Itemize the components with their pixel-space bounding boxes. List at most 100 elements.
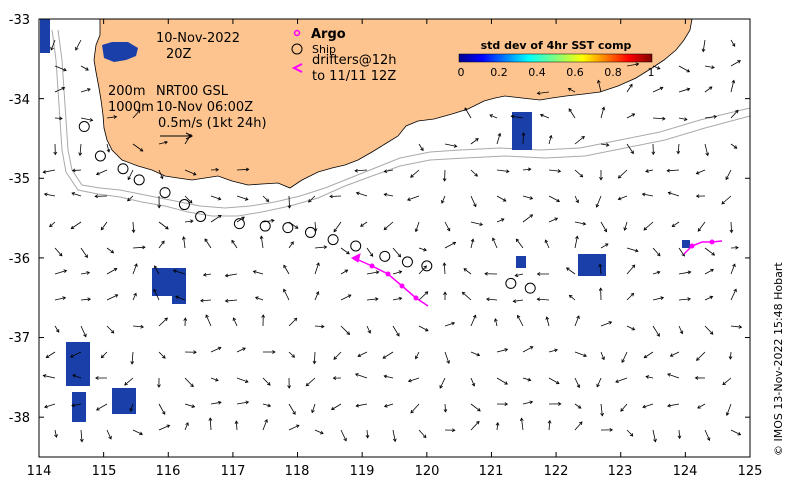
velocity-arrow bbox=[205, 314, 212, 327]
velocity-arrowhead bbox=[529, 400, 534, 405]
velocity-arrowhead bbox=[519, 417, 524, 422]
velocity-arrowhead bbox=[495, 422, 500, 426]
velocity-arrowhead bbox=[95, 171, 100, 176]
velocity-arrowhead bbox=[208, 417, 213, 421]
velocity-arrowhead bbox=[479, 222, 484, 227]
velocity-arrow bbox=[444, 351, 450, 364]
velocity-arrowhead bbox=[267, 382, 271, 386]
velocity-arrowhead bbox=[231, 239, 235, 244]
velocity-arrowhead bbox=[629, 83, 633, 88]
velocity-arrowhead bbox=[127, 176, 132, 181]
velocity-arrowhead bbox=[491, 237, 496, 242]
velocity-arrowhead bbox=[477, 408, 481, 412]
velocity-arrow bbox=[725, 169, 732, 180]
ship-position-marker bbox=[233, 218, 245, 230]
ship-position-marker bbox=[195, 210, 207, 222]
velocity-arrowhead bbox=[383, 192, 388, 197]
velocity-arrowhead bbox=[423, 265, 427, 270]
velocity-arrowhead bbox=[100, 354, 105, 359]
velocity-arrow bbox=[410, 169, 420, 178]
velocity-arrow bbox=[132, 325, 144, 328]
velocity-arrowhead bbox=[630, 150, 634, 155]
velocity-arrow bbox=[730, 110, 739, 119]
velocity-arrow bbox=[235, 421, 238, 431]
velocity-arrow bbox=[726, 403, 732, 416]
velocity-arrow bbox=[522, 132, 524, 145]
velocity-arrowhead bbox=[283, 264, 287, 269]
velocity-arrowhead bbox=[721, 200, 725, 205]
velocity-arrowhead bbox=[656, 66, 661, 70]
velocity-arrowhead bbox=[686, 68, 691, 73]
velocity-arrow bbox=[340, 269, 348, 275]
velocity-arrowhead bbox=[529, 346, 534, 350]
velocity-arrowhead bbox=[596, 79, 601, 84]
velocity-arrowhead bbox=[738, 325, 743, 329]
velocity-arrowhead bbox=[139, 431, 143, 436]
velocity-arrow bbox=[704, 86, 713, 93]
velocity-arrow bbox=[730, 80, 735, 93]
velocity-arrow bbox=[697, 403, 706, 409]
velocity-arrow bbox=[72, 374, 82, 379]
velocity-arrowhead bbox=[599, 177, 603, 181]
velocity-arrowhead bbox=[316, 262, 320, 267]
velocity-arrowhead bbox=[217, 196, 222, 201]
velocity-arrowhead bbox=[161, 240, 165, 245]
velocity-arrowhead bbox=[461, 291, 466, 296]
velocity-arrow bbox=[314, 221, 317, 232]
velocity-arrowhead bbox=[42, 169, 47, 174]
velocity-arrow bbox=[153, 289, 160, 301]
ship-track bbox=[78, 121, 536, 294]
velocity-arrowhead bbox=[686, 87, 691, 92]
velocity-arrow bbox=[225, 273, 238, 277]
velocity-arrowhead bbox=[529, 214, 534, 218]
velocity-arrowhead bbox=[728, 356, 733, 360]
y-tick-33: -33 bbox=[9, 13, 30, 28]
velocity-arrow bbox=[652, 65, 660, 70]
velocity-arrowhead bbox=[453, 144, 458, 148]
velocity-arrowhead bbox=[669, 353, 674, 357]
velocity-arrow bbox=[366, 429, 369, 438]
velocity-arrow bbox=[626, 293, 634, 301]
velocity-arrowhead bbox=[554, 217, 559, 221]
velocity-arrow bbox=[96, 403, 108, 411]
y-tick-37: -37 bbox=[9, 331, 30, 346]
velocity-arrowhead bbox=[69, 354, 74, 358]
velocity-arrowhead bbox=[708, 86, 713, 90]
velocity-arrowhead bbox=[504, 402, 509, 406]
velocity-arrow bbox=[574, 236, 578, 249]
velocity-arrowhead bbox=[452, 241, 457, 246]
velocity-arrowhead bbox=[603, 228, 608, 233]
velocity-arrowhead bbox=[536, 297, 541, 302]
velocity-arrow bbox=[236, 401, 249, 405]
velocity-arrow bbox=[652, 325, 660, 337]
velocity-arrow bbox=[415, 221, 420, 232]
velocity-arrowhead bbox=[83, 333, 87, 338]
velocity-arrowhead bbox=[565, 267, 570, 271]
velocity-arrowhead bbox=[311, 409, 315, 414]
velocity-arrow bbox=[158, 141, 168, 145]
velocity-arrowhead bbox=[224, 273, 229, 278]
velocity-arrowhead bbox=[106, 148, 111, 153]
velocity-arrowhead bbox=[244, 197, 249, 201]
velocity-arrowhead bbox=[87, 297, 92, 302]
velocity-arrowhead bbox=[265, 198, 270, 203]
velocity-arrow bbox=[175, 296, 186, 301]
velocity-arrow bbox=[132, 429, 143, 435]
velocity-arrow bbox=[574, 403, 582, 409]
velocity-arrowhead bbox=[630, 292, 635, 297]
velocity-arrowhead bbox=[215, 378, 219, 382]
velocity-arrowhead bbox=[733, 288, 737, 293]
velocity-arrowhead bbox=[397, 253, 402, 258]
velocity-arrow bbox=[366, 247, 374, 257]
velocity-arrowhead bbox=[516, 314, 521, 319]
velocity-arrow bbox=[54, 270, 67, 275]
velocity-arrowhead bbox=[59, 116, 63, 121]
velocity-arrowhead bbox=[701, 48, 706, 53]
velocity-arrowhead bbox=[575, 199, 579, 204]
product-time-label: 10-Nov 06:00Z bbox=[156, 100, 253, 115]
velocity-arrow bbox=[486, 298, 498, 301]
ship-position-marker bbox=[94, 150, 106, 162]
velocity-arrowhead bbox=[354, 168, 358, 173]
velocity-arrowhead bbox=[666, 168, 671, 173]
